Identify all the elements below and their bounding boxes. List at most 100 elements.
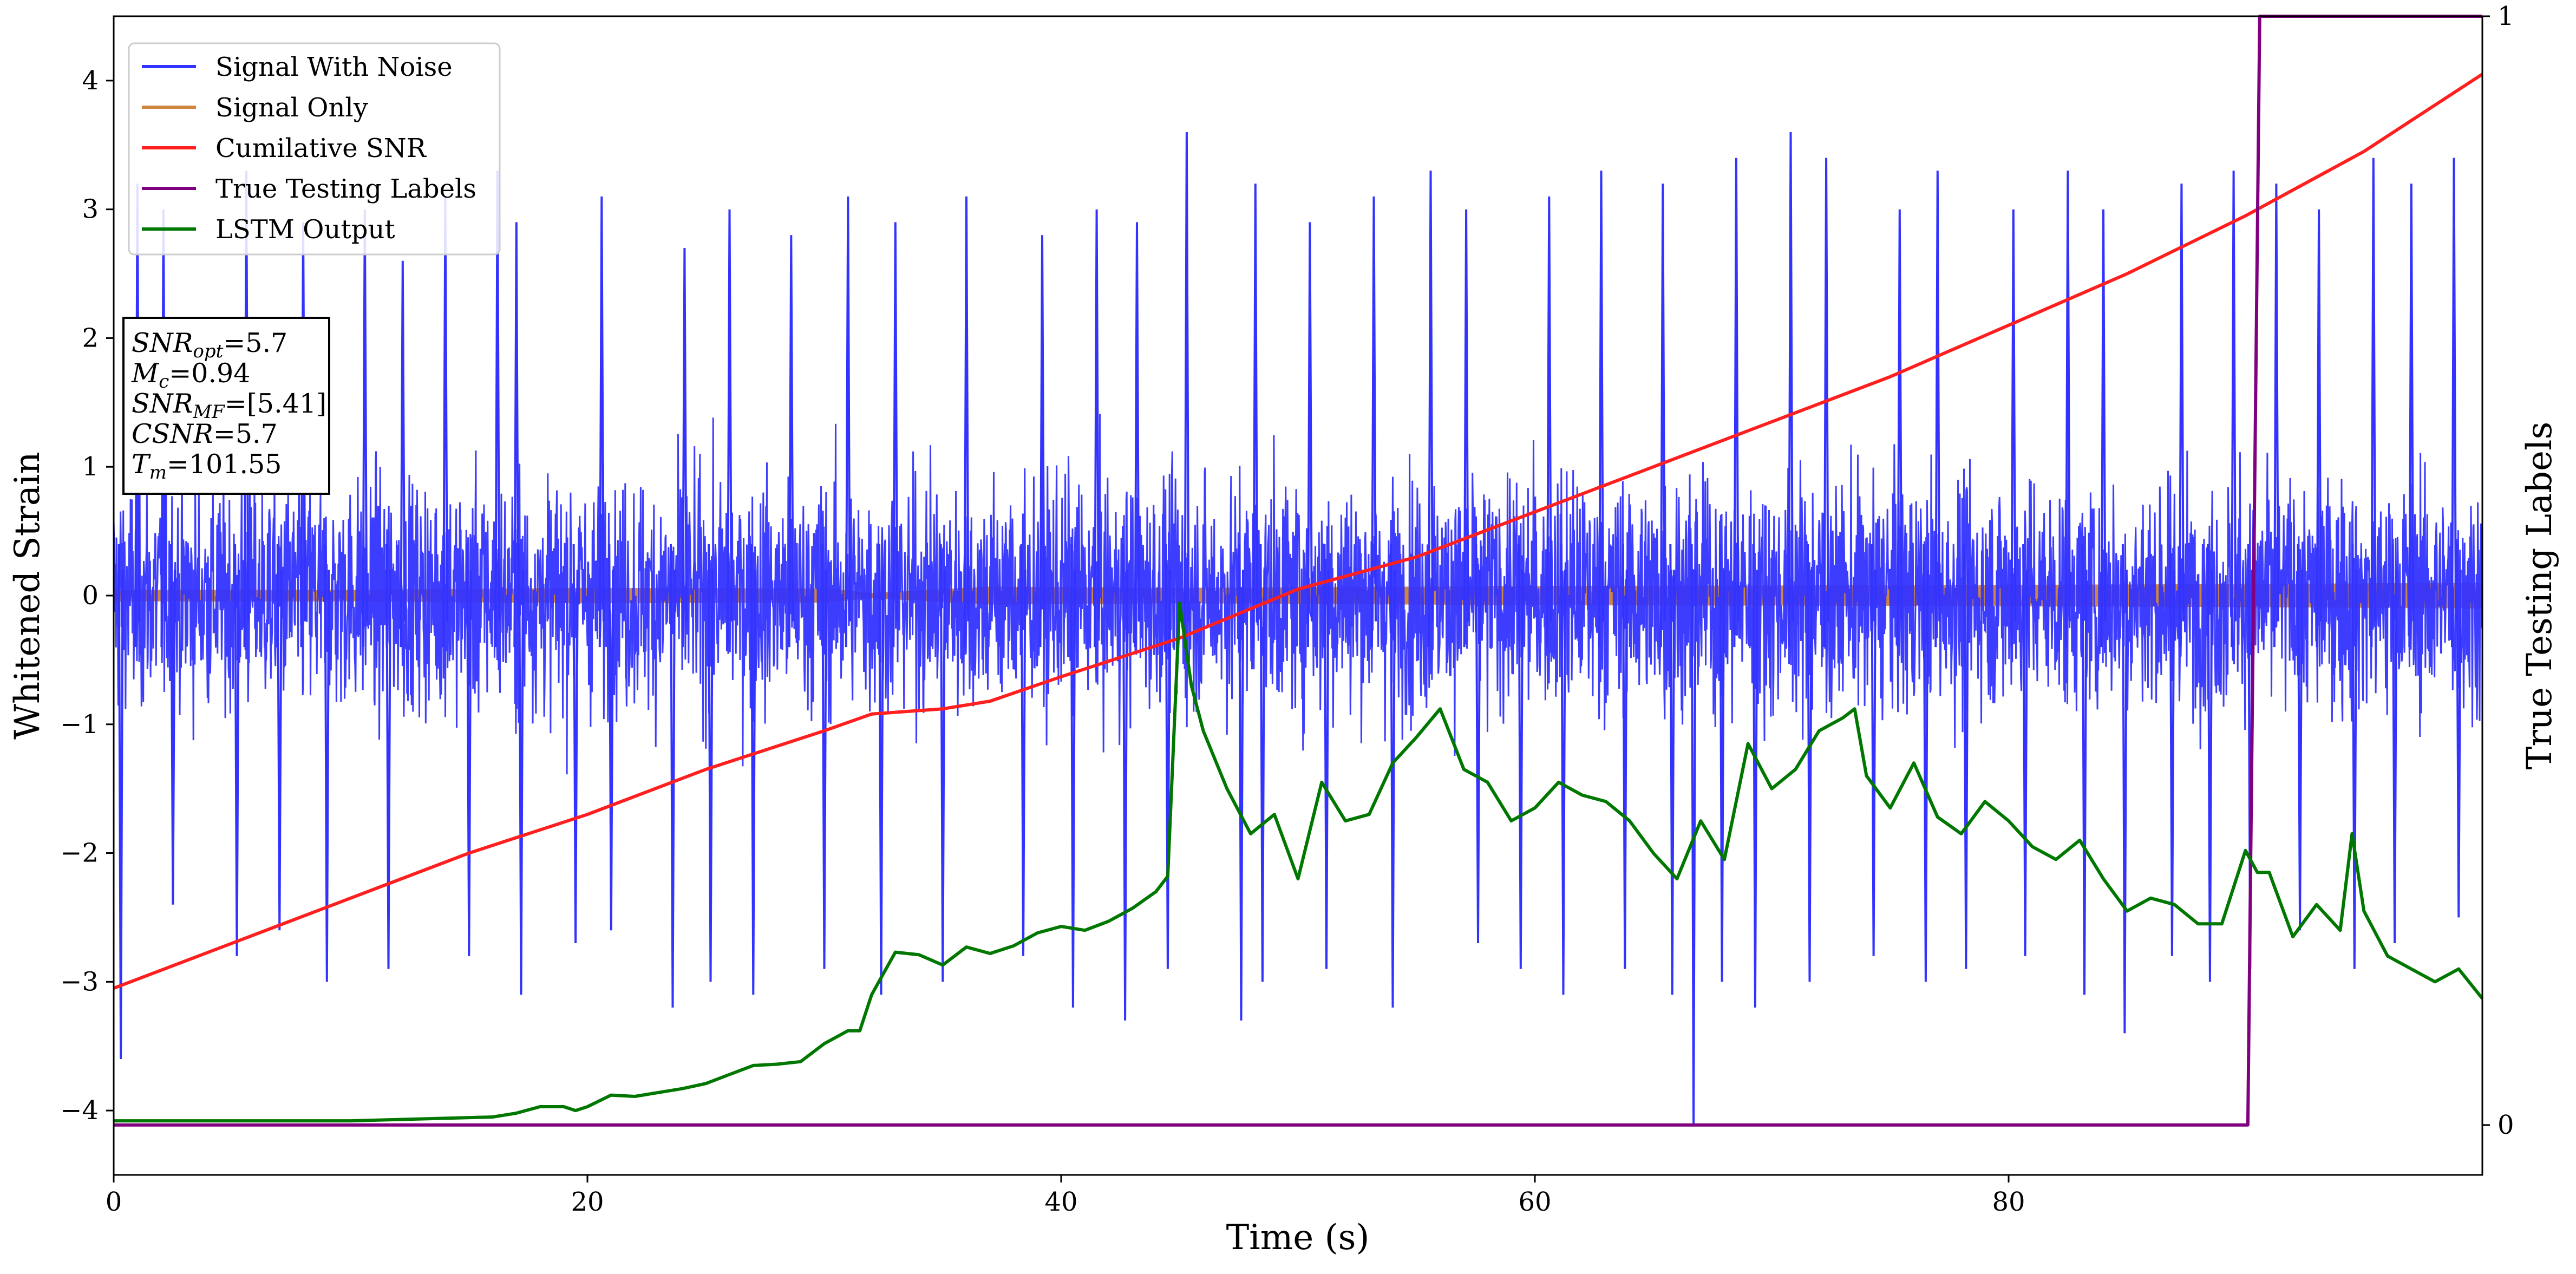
info-box-line: SNRMF=[5.41] — [132, 388, 326, 423]
info-box-line: Tm=101.55 — [132, 449, 282, 484]
x-tick-label: 0 — [106, 1187, 122, 1217]
noise-spike-high — [1252, 184, 1259, 648]
legend-label: True Testing Labels — [215, 174, 476, 204]
noise-spike-high — [1134, 222, 1140, 648]
noise-spike-high — [1733, 158, 1740, 648]
noise-spike-low — [1390, 544, 1396, 1008]
noise-spike-high — [1306, 222, 1313, 648]
info-box-frame — [122, 317, 330, 495]
info-box-line: CSNR=5.7 — [132, 419, 278, 449]
noise-spike-low — [608, 544, 614, 931]
noise-spike-high — [1788, 132, 1794, 648]
noise-spike-high — [845, 196, 851, 648]
noise-spike-low — [572, 544, 579, 944]
noise-spike-low — [750, 544, 756, 995]
noise-spike-low — [2022, 544, 2029, 956]
noise-spike-low — [1323, 544, 1330, 969]
noise-spike-low — [2391, 544, 2398, 944]
noise-spike-high — [1823, 158, 1829, 648]
signal-with-noise-line — [113, 414, 2483, 775]
noise-spike-high — [1184, 132, 1190, 648]
noise-spike-low — [1669, 544, 1676, 995]
noise-spike-high — [598, 196, 605, 648]
noise-spike-low — [1752, 544, 1758, 1008]
noise-spike-low — [1165, 544, 1171, 969]
y-tick-label: 0 — [82, 580, 99, 611]
noise-spike-high — [2273, 184, 2279, 648]
noise-spike-high — [1463, 209, 1469, 648]
noise-spike-high — [1897, 209, 1903, 648]
noise-spike-low — [1871, 544, 1877, 956]
noise-spike-high — [2064, 171, 2071, 648]
noise-spike-high — [2178, 184, 2185, 648]
noise-spike-low — [1020, 544, 1027, 956]
noise-spike-high — [963, 196, 970, 648]
x-axis: 0 20 40 60 80 — [106, 1175, 2025, 1217]
noise-spike-low — [324, 544, 330, 982]
lstm-output-line — [114, 602, 2484, 1123]
noise-spike-low — [2297, 544, 2303, 931]
y2-axis-title: True Testing Labels — [2520, 422, 2560, 770]
noise-spike-low — [708, 544, 714, 982]
y-tick-label: 3 — [82, 194, 99, 225]
info-box-line: Mc=0.94 — [131, 358, 250, 393]
y-axis-right: 01 — [2482, 1, 2514, 1140]
legend-label: Signal With Noise — [215, 52, 453, 82]
noise-spike-low — [169, 544, 176, 905]
noise-spike-low — [2081, 544, 2088, 995]
y-tick-label: 4 — [82, 66, 99, 96]
noise-spike-low — [1070, 544, 1076, 1008]
noise-spike-low — [466, 544, 472, 956]
noise-spike-low — [2207, 544, 2213, 982]
noise-spike-high — [2451, 158, 2457, 648]
legend-box — [128, 42, 501, 256]
noise-spike-low — [1807, 544, 1813, 982]
noise-spike-high — [2316, 209, 2322, 648]
x-axis-title: Time (s) — [1226, 1218, 1370, 1258]
noise-spike-low — [1560, 544, 1566, 995]
noise-spike-low — [2169, 544, 2175, 956]
legend-label: LSTM Output — [215, 214, 395, 245]
y-tick-label: −3 — [60, 966, 99, 997]
noise-spike-low — [1238, 544, 1244, 1021]
noise-spike-low — [1122, 544, 1128, 1021]
noise-spike-low — [1719, 544, 1725, 982]
info-box-line: SNRopt=5.7 — [132, 328, 287, 362]
y2-tick-label: 1 — [2497, 1, 2514, 31]
noise-spike-high — [727, 209, 733, 648]
noise-spike-low — [2455, 544, 2462, 918]
noise-spike-high — [788, 235, 794, 648]
noise-spike-high — [1039, 235, 1045, 648]
x-tick-label: 40 — [1044, 1187, 1077, 1217]
noise-spike-low — [2351, 544, 2358, 969]
legend-label: Cumilative SNR — [215, 133, 427, 164]
noise-spike-high — [1094, 209, 1100, 648]
y-axis-left: −4 −3 −2 −1 0 1 2 3 4 — [60, 66, 114, 1126]
y-axis-title: Whitened Strain — [8, 452, 48, 739]
info-box: SNRopt=5.7Mc=0.94SNRMF=[5.41]CSNR=5.7Tm=… — [122, 317, 330, 495]
y-tick-label: −1 — [60, 709, 99, 740]
legend: Signal With Noise Signal Only Cumilative S… — [128, 42, 501, 256]
noise-spike-high — [892, 222, 899, 648]
noise-spike-high — [1371, 196, 1377, 648]
noise-spike-high — [2100, 209, 2107, 648]
legend-label: Signal Only — [215, 93, 368, 123]
noise-spike-low — [1963, 544, 1969, 969]
noise-spike-high — [2370, 158, 2377, 648]
noise-spike-low — [2121, 544, 2128, 1034]
x-tick-label: 60 — [1518, 1187, 1551, 1217]
x-tick-label: 20 — [571, 1187, 604, 1217]
noise-spike-high — [1546, 196, 1552, 648]
y-tick-label: 1 — [82, 452, 99, 482]
noise-spike-low — [1622, 544, 1628, 969]
noise-spike-low — [821, 544, 827, 969]
series-lstm-output-layer — [114, 602, 2484, 1123]
noise-spike-high — [1659, 184, 1666, 648]
y-tick-label: 2 — [82, 323, 99, 353]
noise-spike-high — [513, 222, 520, 648]
y-tick-label: −4 — [60, 1095, 99, 1126]
noise-spike-high — [1934, 171, 1941, 648]
noise-spike-low — [518, 544, 524, 995]
noise-spike-high — [681, 247, 688, 648]
